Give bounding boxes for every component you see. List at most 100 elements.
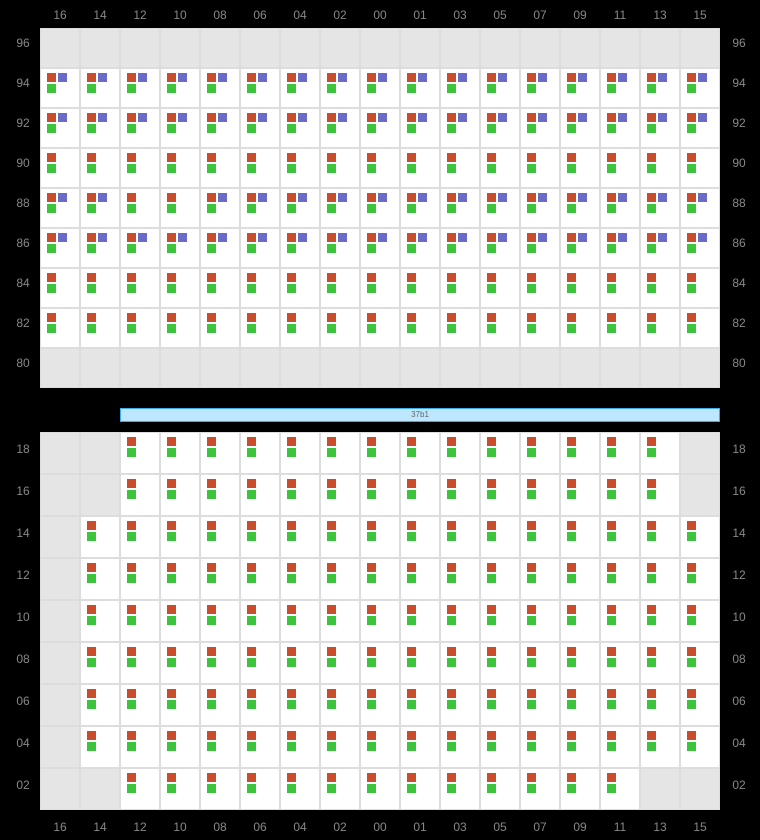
slot-cell[interactable] [80,600,120,642]
slot-cell[interactable] [440,726,480,768]
slot-cell[interactable] [600,684,640,726]
slot-cell[interactable] [120,642,160,684]
slot-cell[interactable] [120,188,160,228]
slot-cell[interactable] [600,474,640,516]
slot-cell[interactable] [600,642,640,684]
slot-cell[interactable] [520,68,560,108]
slot-cell[interactable] [120,268,160,308]
slot-cell[interactable] [280,558,320,600]
slot-cell[interactable] [480,558,520,600]
slot-cell[interactable] [680,228,720,268]
slot-cell[interactable] [80,684,120,726]
slot-cell[interactable] [480,108,520,148]
slot-cell[interactable] [560,474,600,516]
slot-cell[interactable] [40,308,80,348]
slot-cell[interactable] [560,600,600,642]
slot-cell[interactable] [240,600,280,642]
slot-cell[interactable] [680,558,720,600]
slot-cell[interactable] [640,516,680,558]
slot-cell[interactable] [480,68,520,108]
slot-cell[interactable] [40,68,80,108]
slot-cell[interactable] [240,642,280,684]
slot-cell[interactable] [520,308,560,348]
slot-cell[interactable] [600,768,640,810]
slot-cell[interactable] [360,68,400,108]
slot-cell[interactable] [360,684,400,726]
slot-cell[interactable] [680,308,720,348]
slot-cell[interactable] [120,768,160,810]
slot-cell[interactable] [280,268,320,308]
slot-cell[interactable] [520,268,560,308]
slot-cell[interactable] [200,558,240,600]
slot-cell[interactable] [640,108,680,148]
slot-cell[interactable] [440,188,480,228]
slot-cell[interactable] [200,516,240,558]
slot-cell[interactable] [280,600,320,642]
slot-cell[interactable] [640,642,680,684]
slot-cell[interactable] [160,768,200,810]
slot-cell[interactable] [120,684,160,726]
slot-cell[interactable] [320,148,360,188]
slot-cell[interactable] [240,684,280,726]
slot-cell[interactable] [320,308,360,348]
slot-cell[interactable] [560,308,600,348]
slot-cell[interactable] [360,308,400,348]
slot-cell[interactable] [240,516,280,558]
slot-cell[interactable] [400,642,440,684]
slot-cell[interactable] [120,726,160,768]
slot-cell[interactable] [600,228,640,268]
slot-cell[interactable] [440,684,480,726]
slot-cell[interactable] [480,474,520,516]
slot-cell[interactable] [480,684,520,726]
slot-cell[interactable] [200,228,240,268]
slot-cell[interactable] [360,516,400,558]
slot-cell[interactable] [240,188,280,228]
slot-cell[interactable] [640,148,680,188]
slot-cell[interactable] [600,148,640,188]
slot-cell[interactable] [680,642,720,684]
slot-cell[interactable] [520,768,560,810]
slot-cell[interactable] [280,726,320,768]
slot-cell[interactable] [320,558,360,600]
slot-cell[interactable] [280,228,320,268]
slot-cell[interactable] [360,768,400,810]
slot-cell[interactable] [520,108,560,148]
slot-cell[interactable] [40,228,80,268]
slot-cell[interactable] [160,108,200,148]
slot-cell[interactable] [160,188,200,228]
slot-cell[interactable] [400,108,440,148]
slot-cell[interactable] [440,432,480,474]
slot-cell[interactable] [200,600,240,642]
slot-cell[interactable] [600,726,640,768]
slot-cell[interactable] [160,148,200,188]
slot-cell[interactable] [520,432,560,474]
slot-cell[interactable] [680,516,720,558]
slot-cell[interactable] [680,188,720,228]
slot-cell[interactable] [40,268,80,308]
slot-cell[interactable] [320,768,360,810]
slot-cell[interactable] [160,308,200,348]
slot-cell[interactable] [440,768,480,810]
slot-cell[interactable] [200,308,240,348]
slot-cell[interactable] [160,228,200,268]
slot-cell[interactable] [400,432,440,474]
slot-cell[interactable] [280,642,320,684]
slot-cell[interactable] [440,642,480,684]
slot-cell[interactable] [560,558,600,600]
slot-cell[interactable] [600,516,640,558]
slot-cell[interactable] [440,68,480,108]
slot-cell[interactable] [440,148,480,188]
slot-cell[interactable] [80,516,120,558]
slot-cell[interactable] [440,308,480,348]
slot-cell[interactable] [320,68,360,108]
slot-cell[interactable] [400,68,440,108]
slot-cell[interactable] [320,228,360,268]
slot-cell[interactable] [680,726,720,768]
slot-cell[interactable] [120,558,160,600]
slot-cell[interactable] [160,474,200,516]
slot-cell[interactable] [320,516,360,558]
slot-cell[interactable] [160,642,200,684]
slot-cell[interactable] [560,432,600,474]
slot-cell[interactable] [440,600,480,642]
slot-cell[interactable] [600,68,640,108]
